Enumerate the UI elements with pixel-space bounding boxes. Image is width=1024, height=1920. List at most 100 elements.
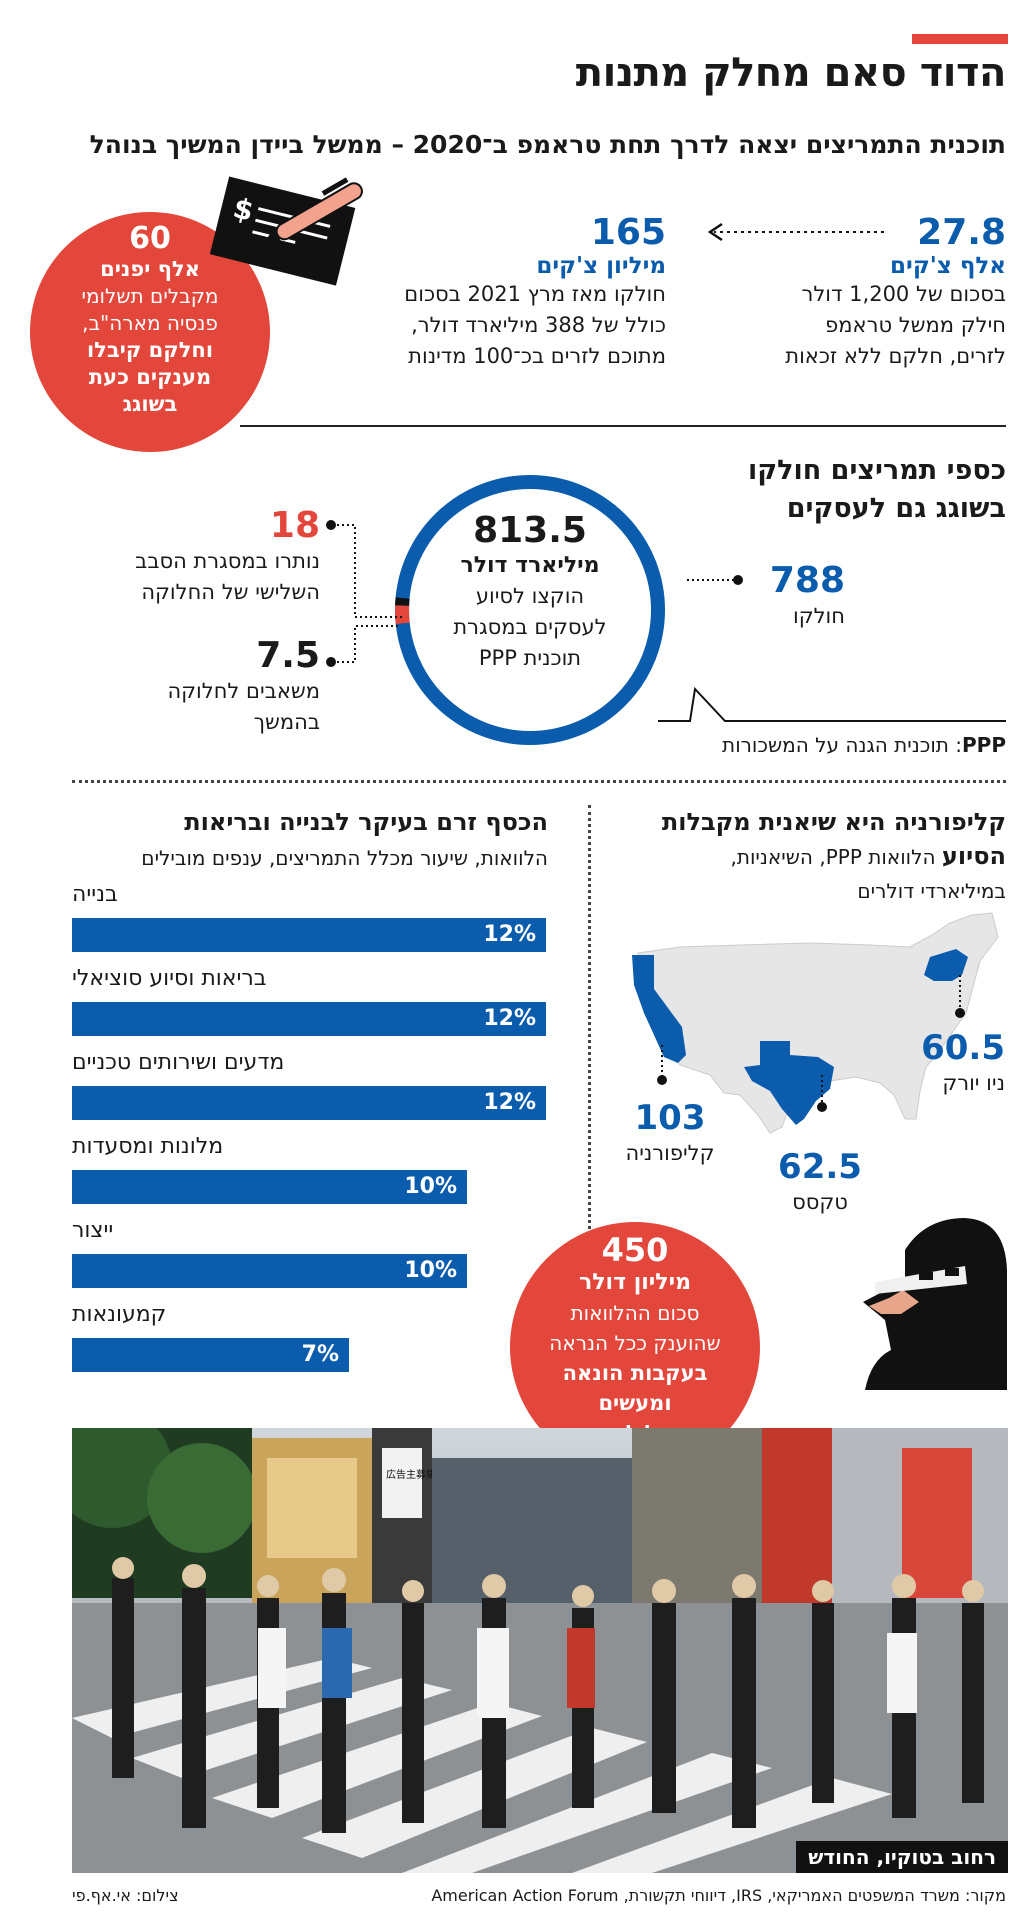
ca-name: קליפורניה — [625, 1141, 715, 1165]
state-california: 103 קליפורניה — [600, 1098, 740, 1169]
distributed-block: 788 חולקו — [745, 560, 845, 632]
ppp-note-term: PPP — [962, 733, 1006, 757]
photo-illustration: 広告主募集 — [72, 1428, 1008, 1873]
distributed-number: 788 — [769, 560, 845, 601]
business-heading-line-2: בשוגג גם לעסקים — [786, 493, 1006, 524]
japan-number: 60 — [129, 221, 171, 256]
source-note: מקור: משרד המשפטים האמריקאי, IRS, דיווחי… — [431, 1886, 1006, 1905]
japan-line-1: מקבלים תשלומי — [81, 284, 219, 308]
sector-bar: 12% — [72, 1002, 546, 1036]
sector-bar: 12% — [72, 918, 546, 952]
photo-credit: צילום: אי.אף.פי — [72, 1886, 179, 1905]
ppp-note-bracket — [658, 686, 1006, 722]
japan-pension-text: 60 אלף יפנים מקבלים תשלומי פנסיה מארה"ב,… — [30, 222, 270, 418]
sectors-heading: הכסף זרם בעיקר לבנייה ובריאות — [184, 808, 548, 836]
trump-checks-text-2: חילק ממשל טראמפ — [825, 313, 1006, 337]
fraud-text: 450 מיליון דולר סכום ההלוואות שהוענק ככל… — [510, 1232, 760, 1448]
arrow-left-icon — [707, 222, 884, 242]
japan-bold-2: מענקים כעת — [88, 365, 212, 389]
sector-label: קמעונאות — [72, 1302, 167, 1327]
sector-bar: 10% — [72, 1170, 467, 1204]
section-divider-2 — [72, 780, 1006, 783]
sector-bar: 7% — [72, 1338, 349, 1372]
japan-bold-3: בשוגג — [122, 392, 178, 416]
business-heading: כספי תמריצים חולקו בשוגג גם לעסקים — [726, 452, 1006, 528]
sector-label: מדעים ושירותים טכניים — [72, 1050, 285, 1075]
tx-value: 62.5 — [778, 1147, 862, 1187]
biden-checks-text-3: מתוכם לזרים בכ־100 מדינות — [408, 344, 666, 368]
fraud-line-1: סכום ההלוואות — [570, 1301, 700, 1325]
tokyo-street-photo: 広告主募集 — [72, 1428, 1008, 1873]
sector-bar: 12% — [72, 1086, 546, 1120]
distributed-leader — [687, 575, 743, 585]
burglar-icon — [863, 1218, 1007, 1390]
japan-bold-1: וחלקם קיבלו — [86, 338, 214, 362]
state-new-york: 60.5 ניו יורק — [885, 1028, 1005, 1099]
ring-center-text: 813.5 מיליארד דולר הוקצו לסיוע לעסקים במ… — [430, 510, 630, 674]
california-heading-rest: הלוואות PPP, השיאניות, — [730, 845, 942, 869]
ppp-note-text: : תוכנית הגנה על המשכורות — [722, 733, 963, 757]
ppp-note: PPP: תוכנית הגנה על המשכורות — [722, 733, 1006, 757]
sector-label: ייצור — [72, 1218, 114, 1243]
returned-leader — [326, 520, 405, 618]
future-leader — [326, 625, 400, 667]
california-heading-line-1: קליפורניה היא שיאנית מקבלות — [661, 808, 1006, 836]
returned-number: 18 — [269, 505, 320, 546]
sector-label: בנייה — [72, 882, 118, 907]
us-map-icon — [632, 912, 999, 1134]
biden-checks-block: 165 מיליון צ'קים חולקו מאז מרץ 2021 בסכו… — [326, 212, 666, 372]
sector-label: בריאות וסיוע סוציאלי — [72, 966, 267, 991]
biden-checks-number: 165 — [590, 212, 666, 253]
fraud-bold-2: ומעשים — [598, 1391, 672, 1415]
ring-returned-arc — [395, 605, 410, 625]
sector-bar: 10% — [72, 1254, 467, 1288]
ring-text-3: תוכנית PPP — [478, 646, 582, 670]
page-subtitle: תוכנית התמריצים יצאה לדרך תחת טראמפ ב־20… — [89, 130, 1006, 159]
ny-name: ניו יורק — [942, 1071, 1005, 1095]
ny-value: 60.5 — [921, 1028, 1005, 1068]
japan-bold-line: אלף יפנים — [100, 257, 200, 281]
fraud-unit: מיליון דולר — [579, 1270, 691, 1295]
map-new-york — [924, 949, 968, 981]
future-block: 7.5 משאבים לחלוקה בהמשך — [60, 635, 320, 738]
photo-sign-text: 広告主募集 — [386, 1468, 436, 1481]
returned-text-1: נותרו במסגרת הסבב — [135, 549, 320, 573]
california-heading: קליפורניה היא שיאנית מקבלות הסיוע הלוואו… — [596, 805, 1006, 906]
ppp-ring-chart — [395, 475, 665, 745]
tx-name: טקסס — [792, 1190, 848, 1214]
future-number: 7.5 — [256, 635, 320, 676]
future-text-2: בהמשך — [253, 710, 320, 734]
photo-caption: רחוב בטוקיו, החודש — [796, 1841, 1008, 1873]
ring-total-unit: מיליארד דולר — [460, 553, 600, 578]
state-texas: 62.5 טקסס — [755, 1147, 885, 1218]
page-title: הדוד סאם מחלק מתנות — [575, 50, 1007, 96]
returned-text-2: השלישי של החלוקה — [141, 580, 320, 604]
trump-checks-number: 27.8 — [917, 212, 1006, 253]
ca-value: 103 — [634, 1098, 706, 1138]
trump-checks-unit: אלף צ'קים — [890, 253, 1006, 279]
japan-line-2: פנסיה מארה"ב, — [82, 311, 218, 335]
fraud-number: 450 — [601, 1231, 669, 1269]
biden-checks-unit: מיליון צ'קים — [536, 253, 666, 279]
column-divider — [588, 805, 591, 1235]
ring-total-number: 813.5 — [473, 510, 587, 551]
california-heading-bold-2: הסיוע — [941, 842, 1006, 870]
future-text-1: משאבים לחלוקה — [167, 679, 320, 703]
trump-checks-text-3: לזרים, חלקם ללא זכאות — [785, 344, 1006, 368]
ring-text-1: הוקצו לסיוע — [475, 584, 585, 608]
ring-text-2: לעסקים במסגרת — [453, 615, 607, 639]
california-heading-line-3: במיליארדי דולרים — [857, 879, 1006, 903]
pen-icon — [263, 177, 363, 244]
map-texas — [744, 1041, 834, 1125]
fraud-bold-1: בעקבות הונאה — [562, 1361, 708, 1385]
title-accent-bar — [912, 34, 1008, 44]
returned-block: 18 נותרו במסגרת הסבב השלישי של החלוקה — [60, 505, 320, 608]
business-heading-line-1: כספי תמריצים חולקו — [747, 455, 1006, 486]
biden-checks-text-1: חולקו מאז מרץ 2021 בסכום — [404, 282, 666, 306]
trump-checks-text-1: בסכום של 1,200 דולר — [801, 282, 1006, 306]
sectors-subheading: הלוואות, שיעור מכלל התמריצים, ענפים מובי… — [141, 846, 548, 870]
fraud-line-2: שהוענק ככל הנראה — [549, 1331, 721, 1355]
biden-checks-text-2: כולל של 388 מיליארד דולר, — [411, 313, 666, 337]
trump-checks-block: 27.8 אלף צ'קים בסכום של 1,200 דולר חילק … — [716, 212, 1006, 372]
map-california — [632, 955, 686, 1063]
